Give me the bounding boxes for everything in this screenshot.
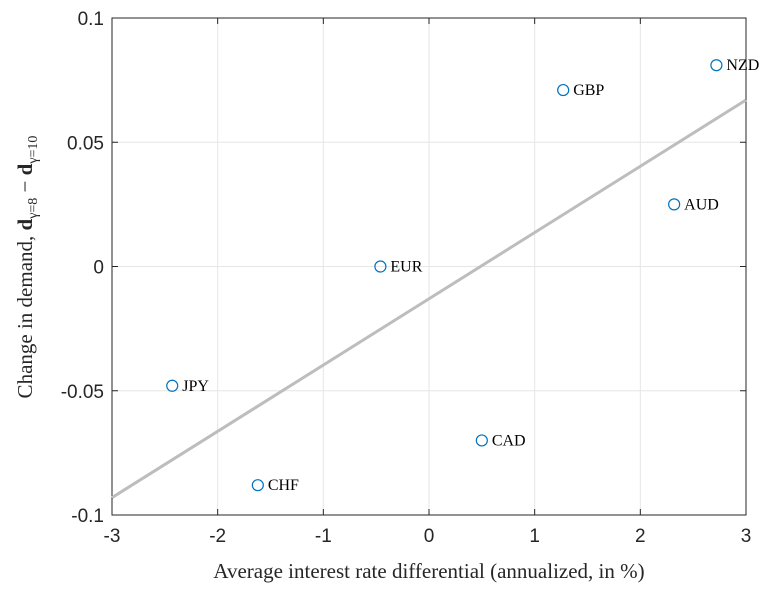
- point: [251, 479, 264, 492]
- point: [668, 198, 681, 211]
- plot-frame: [111, 17, 747, 516]
- point-label: GBP: [573, 82, 604, 99]
- y-label-term: d: [13, 163, 37, 175]
- y-tick-label: 0.1: [78, 9, 104, 30]
- x-tick-label: -1: [315, 526, 332, 547]
- point-label: AUD: [684, 196, 719, 213]
- y-label-sub: γ=8: [26, 198, 41, 220]
- y-tick-label: 0: [93, 258, 104, 279]
- x-tick-label: -3: [104, 526, 121, 547]
- y-tick-label: -0.05: [61, 382, 104, 403]
- x-tick-label: 3: [741, 526, 752, 547]
- point-label: EUR: [390, 259, 422, 276]
- point-label: CAD: [492, 432, 526, 449]
- point: [166, 379, 179, 392]
- x-tick-label: -2: [209, 526, 226, 547]
- point: [475, 434, 488, 447]
- y-tick-label: 0.05: [67, 133, 104, 154]
- x-tick-label: 1: [529, 526, 540, 547]
- point-label: JPY: [182, 378, 209, 395]
- x-axis-label: Average interest rate differential (annu…: [213, 559, 644, 583]
- y-axis-label: Change in demand, dγ=8 − dγ=10: [13, 136, 41, 399]
- y-tick-label: -0.1: [71, 506, 104, 527]
- y-label-op: −: [13, 175, 37, 197]
- fit-line: [111, 98, 747, 499]
- y-label-sub: γ=10: [26, 136, 41, 165]
- point-label: CHF: [268, 477, 299, 494]
- y-label-prefix: Change in demand,: [13, 230, 37, 398]
- point: [374, 260, 387, 273]
- point-label: NZD: [726, 57, 759, 74]
- x-tick-label: 0: [424, 526, 435, 547]
- point: [557, 83, 570, 97]
- y-label-term: d: [13, 218, 37, 230]
- x-tick-label: 2: [635, 526, 646, 547]
- point: [710, 59, 723, 72]
